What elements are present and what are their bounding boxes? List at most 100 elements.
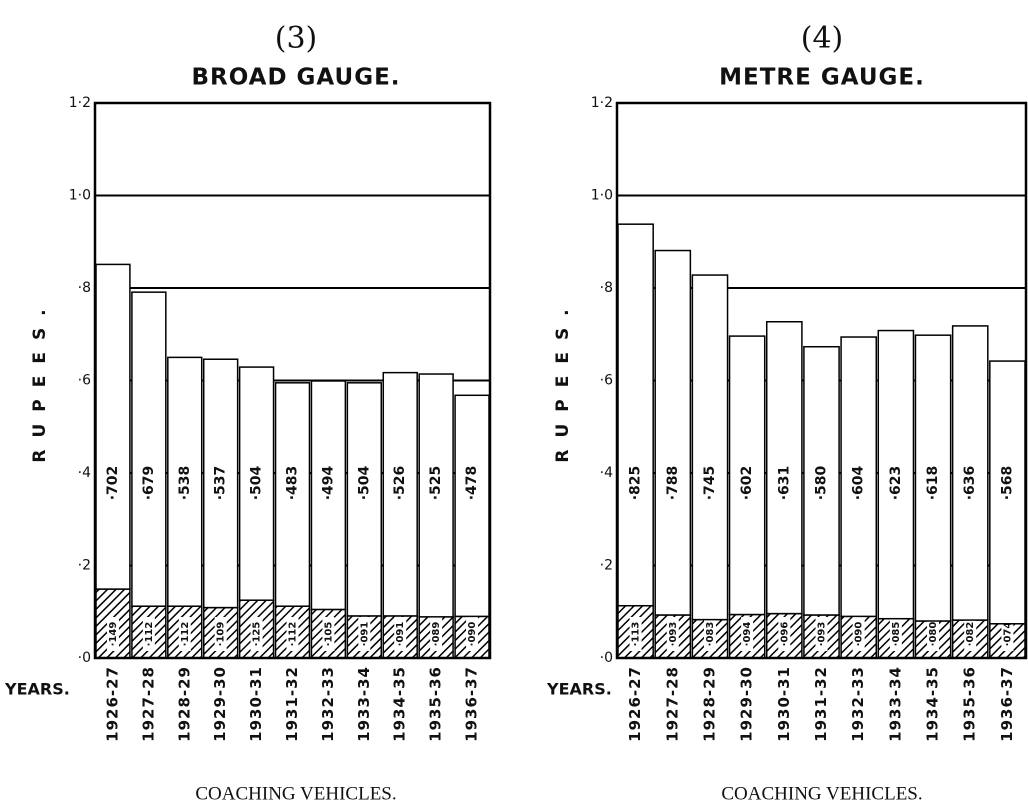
x-tick-label: 1930-31 xyxy=(247,666,265,742)
label-bg xyxy=(142,617,155,651)
label-bg xyxy=(961,457,980,509)
x-tick-label: 1935-36 xyxy=(961,666,979,742)
x-tick-label: 1931-32 xyxy=(812,666,830,742)
y-axis-label: RUPEES. xyxy=(30,297,50,462)
y-tick-label: 1·0 xyxy=(69,188,91,204)
x-axis-label: COACHING VEHICLES. xyxy=(195,783,396,804)
y-tick-label: ·6 xyxy=(600,373,613,389)
value-label: ·091 xyxy=(359,622,370,647)
label-bg xyxy=(889,617,902,651)
label-bg xyxy=(175,457,194,509)
x-tick-label: 1934-35 xyxy=(391,666,409,742)
label-bg xyxy=(106,617,119,651)
value-label: ·623 xyxy=(888,466,904,501)
label-bg xyxy=(427,457,446,509)
value-label: ·083 xyxy=(705,622,716,647)
value-label: ·504 xyxy=(249,465,265,500)
label-bg xyxy=(815,617,828,651)
label-bg xyxy=(629,617,642,651)
label-bg xyxy=(247,457,266,509)
chart-title: METRE GAUGE. xyxy=(719,65,925,91)
value-label: ·504 xyxy=(356,465,372,500)
label-bg xyxy=(178,617,191,651)
label-bg xyxy=(139,457,158,509)
y-tick-label: 1·2 xyxy=(69,95,91,111)
x-tick-label: 1932-33 xyxy=(849,666,867,742)
y-tick-label: ·0 xyxy=(600,650,613,666)
label-bg xyxy=(741,617,754,651)
label-bg xyxy=(250,617,263,651)
label-bg xyxy=(852,617,865,651)
bar-segment xyxy=(691,274,729,621)
label-bg xyxy=(812,457,831,509)
value-label: ·636 xyxy=(962,466,978,501)
plot-frame xyxy=(93,101,492,660)
label-bg xyxy=(322,617,335,651)
value-label: ·537 xyxy=(213,466,229,501)
value-label: ·112 xyxy=(144,622,155,647)
x-tick-label: 1932-33 xyxy=(319,666,337,742)
category-label: YEARS. xyxy=(546,680,612,699)
plot-frame xyxy=(615,101,1028,660)
x-tick-label: 1934-35 xyxy=(924,666,942,742)
chart-number: (3) xyxy=(275,21,318,56)
value-label: ·483 xyxy=(285,466,301,501)
label-bg xyxy=(849,457,868,509)
x-tick-label: 1933-34 xyxy=(355,666,373,742)
y-tick-label: ·6 xyxy=(78,373,91,389)
bar-segment xyxy=(95,263,131,590)
value-label: ·090 xyxy=(467,622,478,647)
label-bg xyxy=(666,617,679,651)
y-tick-label: ·2 xyxy=(78,558,91,574)
label-bg xyxy=(886,457,905,509)
value-label: ·096 xyxy=(779,622,790,647)
bar-segment xyxy=(382,371,418,617)
x-tick-label: 1930-31 xyxy=(775,666,793,742)
category-label: YEARS. xyxy=(4,680,70,699)
label-bg xyxy=(1001,617,1014,651)
x-tick-label: 1926-27 xyxy=(103,666,121,742)
value-label: ·702 xyxy=(105,466,121,501)
bar-segment xyxy=(654,249,692,616)
value-label: ·568 xyxy=(999,466,1015,501)
y-tick-label: ·0 xyxy=(78,650,91,666)
label-bg xyxy=(924,457,943,509)
value-label: ·526 xyxy=(392,466,408,501)
label-bg xyxy=(700,457,719,509)
label-bg xyxy=(778,617,791,651)
bar-segment xyxy=(131,291,167,607)
label-bg xyxy=(463,457,482,509)
value-label: ·091 xyxy=(395,622,406,647)
x-tick-label: 1929-30 xyxy=(211,666,229,742)
chart-title: BROAD GAUGE. xyxy=(191,65,400,91)
x-tick-label: 1927-28 xyxy=(663,666,681,742)
value-label: ·125 xyxy=(252,622,263,647)
value-label: ·494 xyxy=(320,465,336,500)
value-label: ·094 xyxy=(742,622,753,647)
label-bg xyxy=(998,457,1017,509)
x-tick-label: 1936-37 xyxy=(998,666,1016,742)
value-label: ·631 xyxy=(776,466,792,501)
value-label: ·604 xyxy=(851,465,867,500)
value-label: ·112 xyxy=(288,622,299,647)
value-label: ·825 xyxy=(628,466,644,501)
value-label: ·090 xyxy=(854,622,865,647)
value-label: ·105 xyxy=(323,622,334,647)
x-tick-label: 1931-32 xyxy=(283,666,301,742)
label-bg xyxy=(466,617,479,651)
bar-segment xyxy=(803,345,840,616)
label-bg xyxy=(286,617,299,651)
value-label: ·679 xyxy=(141,466,157,501)
y-tick-label: ·4 xyxy=(78,465,91,481)
value-label: ·580 xyxy=(814,465,830,500)
y-tick-label: 1·2 xyxy=(591,95,613,111)
value-label: ·538 xyxy=(177,466,193,501)
x-tick-label: 1936-37 xyxy=(463,666,481,742)
value-label: ·112 xyxy=(180,622,191,647)
value-label: ·478 xyxy=(464,466,480,501)
label-bg xyxy=(358,617,371,651)
label-bg xyxy=(430,617,443,651)
value-label: ·602 xyxy=(739,466,755,501)
value-label: ·093 xyxy=(668,622,679,647)
